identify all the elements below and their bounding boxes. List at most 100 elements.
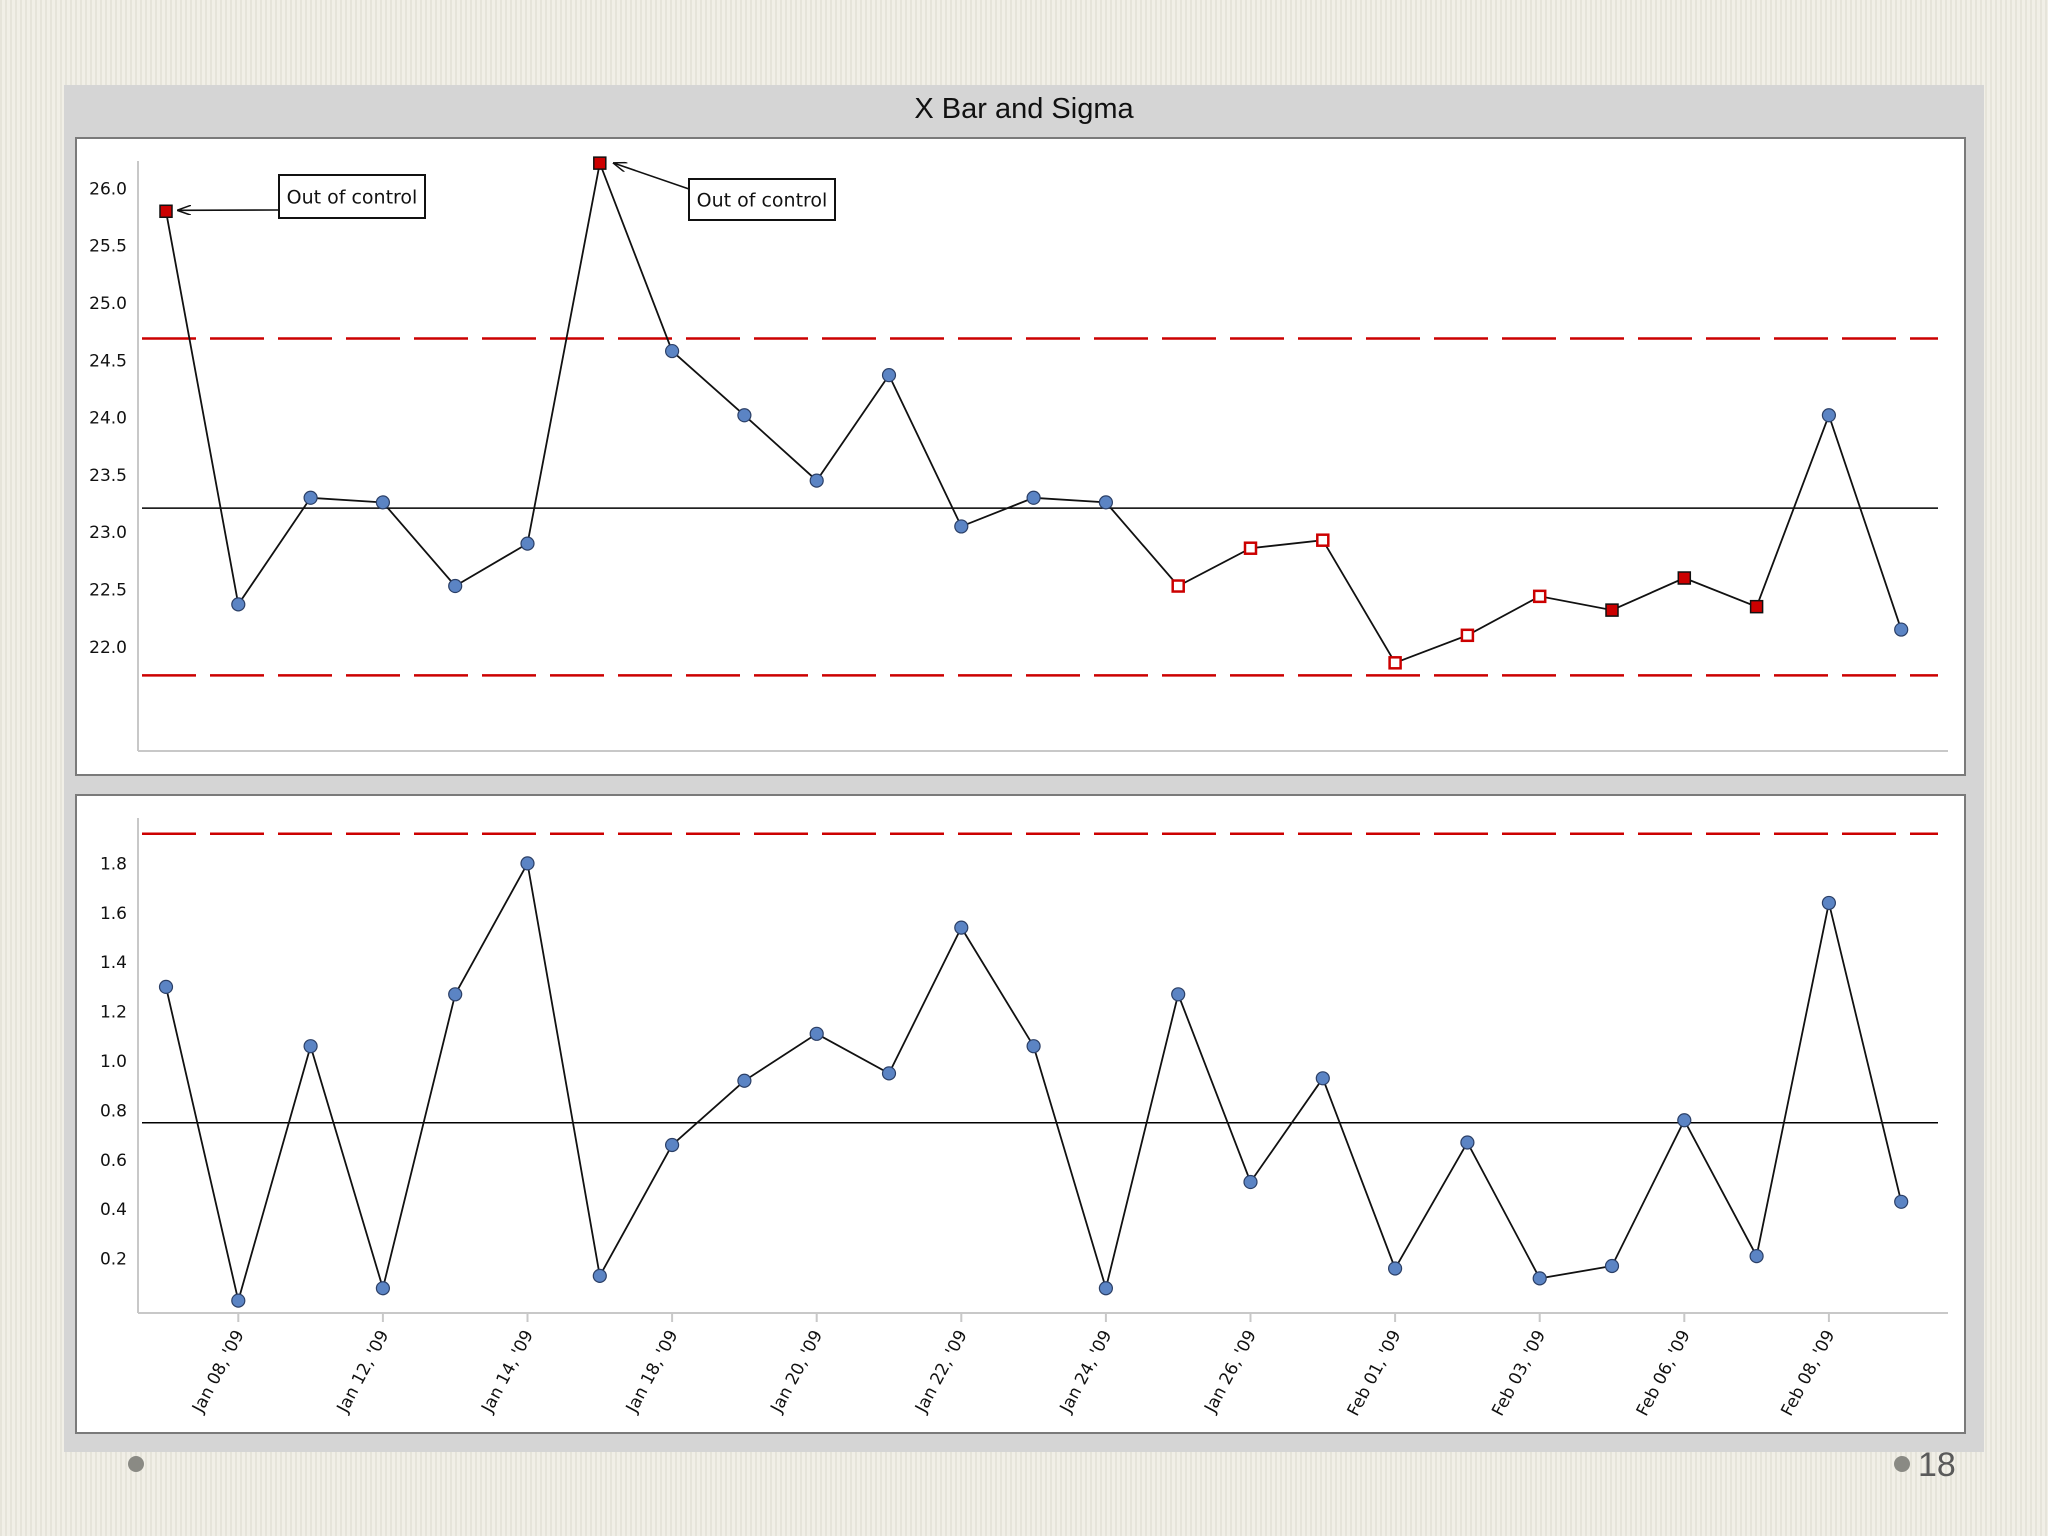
y-tick-label: 24.5	[89, 351, 127, 371]
y-tick-label: 0.4	[100, 1200, 127, 1220]
sigma-panel: 1.8 1.6 1.4 1.2 1.0 0.8 0.6 0.4 0.2 Jan 08, '09 Ja…	[75, 794, 1966, 1434]
y-tick-label: 22.0	[89, 638, 127, 658]
y-tick-label: 0.2	[100, 1250, 127, 1270]
y-tick-label: 1.8	[100, 854, 127, 874]
data-point	[881, 1066, 897, 1081]
data-points	[159, 156, 1909, 670]
control-lines	[142, 832, 1938, 1124]
data-point	[1604, 1258, 1620, 1274]
series-line	[165, 860, 1903, 1301]
data-point	[1821, 408, 1837, 423]
run-rule-point	[1171, 579, 1185, 593]
data-point	[303, 1039, 318, 1054]
control-lines	[142, 337, 1938, 677]
y-tick-label: 26.0	[89, 179, 127, 199]
data-point	[231, 1293, 246, 1308]
data-point	[1387, 1261, 1403, 1276]
x-tick-label: Feb 01, '09	[1344, 1327, 1406, 1420]
chart-frame: X Bar and Sigma 26.0 25.5 25.0 24.5 24.0 23.5…	[64, 85, 1984, 1452]
y-tick-label: 24.0	[89, 409, 127, 429]
data-point	[737, 408, 752, 423]
x-tick-label: Jan 22, '09	[911, 1327, 972, 1417]
data-point	[158, 979, 174, 994]
y-tick-label: 1.4	[100, 953, 127, 973]
annotation-box	[688, 178, 836, 221]
data-point	[231, 597, 246, 612]
data-point	[1171, 987, 1186, 1002]
data-point	[592, 1268, 607, 1283]
data-point	[881, 368, 897, 383]
x-tick-label: Jan 14, '09	[477, 1327, 538, 1417]
slide-bullet-dot	[1894, 1456, 1910, 1472]
out-of-control-point	[159, 204, 173, 219]
x-tick-label: Feb 06, '09	[1633, 1327, 1695, 1420]
data-point	[1098, 1281, 1114, 1296]
run-rule-point	[1460, 628, 1475, 643]
chart-title: X Bar and Sigma	[914, 93, 1134, 125]
annotations: Out of control Out of control	[178, 163, 836, 221]
data-point	[809, 1026, 824, 1041]
data-point	[954, 920, 969, 935]
run-rule-point	[1388, 656, 1402, 670]
annotation-arrow	[614, 163, 690, 190]
out-of-control-point	[1749, 599, 1764, 614]
y-tick-label: 22.5	[89, 580, 127, 600]
annotation-label: Out of control	[287, 187, 418, 209]
y-tick-label: 1.6	[100, 904, 127, 924]
series-line	[165, 159, 1903, 664]
data-point	[1460, 1135, 1475, 1150]
data-point	[1894, 622, 1909, 637]
data-point	[1532, 1271, 1547, 1286]
out-of-control-point	[1605, 603, 1619, 617]
axes: 1.8 1.6 1.4 1.2 1.0 0.8 0.6 0.4 0.2	[100, 818, 1948, 1314]
x-tick-label: Jan 24, '09	[1056, 1327, 1117, 1417]
data-point	[1315, 1071, 1330, 1086]
y-tick-label: 0.8	[100, 1101, 127, 1121]
data-point	[1821, 895, 1837, 911]
data-point	[1677, 1113, 1692, 1128]
x-tick-label: Jan 08, '09	[188, 1327, 249, 1417]
page-number: 18	[1918, 1446, 1956, 1484]
data-point	[375, 495, 390, 510]
data-point	[520, 856, 535, 871]
x-tick-label: Jan 20, '09	[767, 1327, 828, 1417]
y-tick-label: 1.2	[100, 1003, 127, 1023]
run-rule-point	[1243, 541, 1258, 555]
annotation-box	[278, 174, 426, 219]
data-point	[809, 473, 824, 488]
slide-bullet-dot	[128, 1456, 144, 1472]
y-tick-label: 0.6	[100, 1151, 127, 1171]
x-tick-label: Feb 03, '09	[1488, 1327, 1550, 1420]
data-point	[1243, 1174, 1258, 1190]
xbar-chart: 26.0 25.5 25.0 24.5 24.0 23.5 23.0 22.5 22.0 Out …	[89, 156, 1948, 752]
y-tick-label: 25.0	[89, 294, 127, 314]
axes: 26.0 25.5 25.0 24.5 24.0 23.5 23.0 22.5 22.0	[89, 161, 1948, 752]
xbar-panel: 26.0 25.5 25.0 24.5 24.0 23.5 23.0 22.5 22.0 Out …	[75, 137, 1966, 776]
data-point	[1026, 490, 1041, 505]
run-rule-point	[1532, 589, 1547, 604]
data-point	[664, 343, 680, 359]
run-rule-point	[1316, 533, 1330, 547]
x-tick-label: Feb 08, '09	[1777, 1327, 1839, 1420]
y-tick-label: 25.5	[89, 237, 127, 257]
data-points	[158, 856, 1909, 1308]
annotation-label: Out of control	[697, 190, 828, 212]
x-tick-label: Jan 18, '09	[622, 1327, 683, 1417]
data-point	[1026, 1039, 1041, 1054]
data-point	[375, 1281, 390, 1296]
data-point	[954, 519, 969, 534]
data-point	[1749, 1249, 1764, 1264]
data-point	[664, 1137, 680, 1153]
x-tick-label: Jan 12, '09	[333, 1327, 394, 1417]
data-point	[1894, 1194, 1909, 1209]
data-point	[737, 1073, 752, 1088]
out-of-control-annotation: Out of control	[614, 163, 836, 221]
x-ticks: Jan 08, '09 Jan 12, '09 Jan 14, '09 Jan 18,…	[188, 1313, 1839, 1420]
data-point	[520, 536, 535, 551]
out-of-control-annotation: Out of control	[178, 174, 426, 219]
data-point	[1098, 495, 1114, 510]
data-point	[448, 987, 463, 1002]
x-tick-label: Jan 26, '09	[1200, 1327, 1261, 1417]
y-tick-label: 23.5	[89, 466, 127, 486]
out-of-control-point	[1677, 571, 1692, 585]
